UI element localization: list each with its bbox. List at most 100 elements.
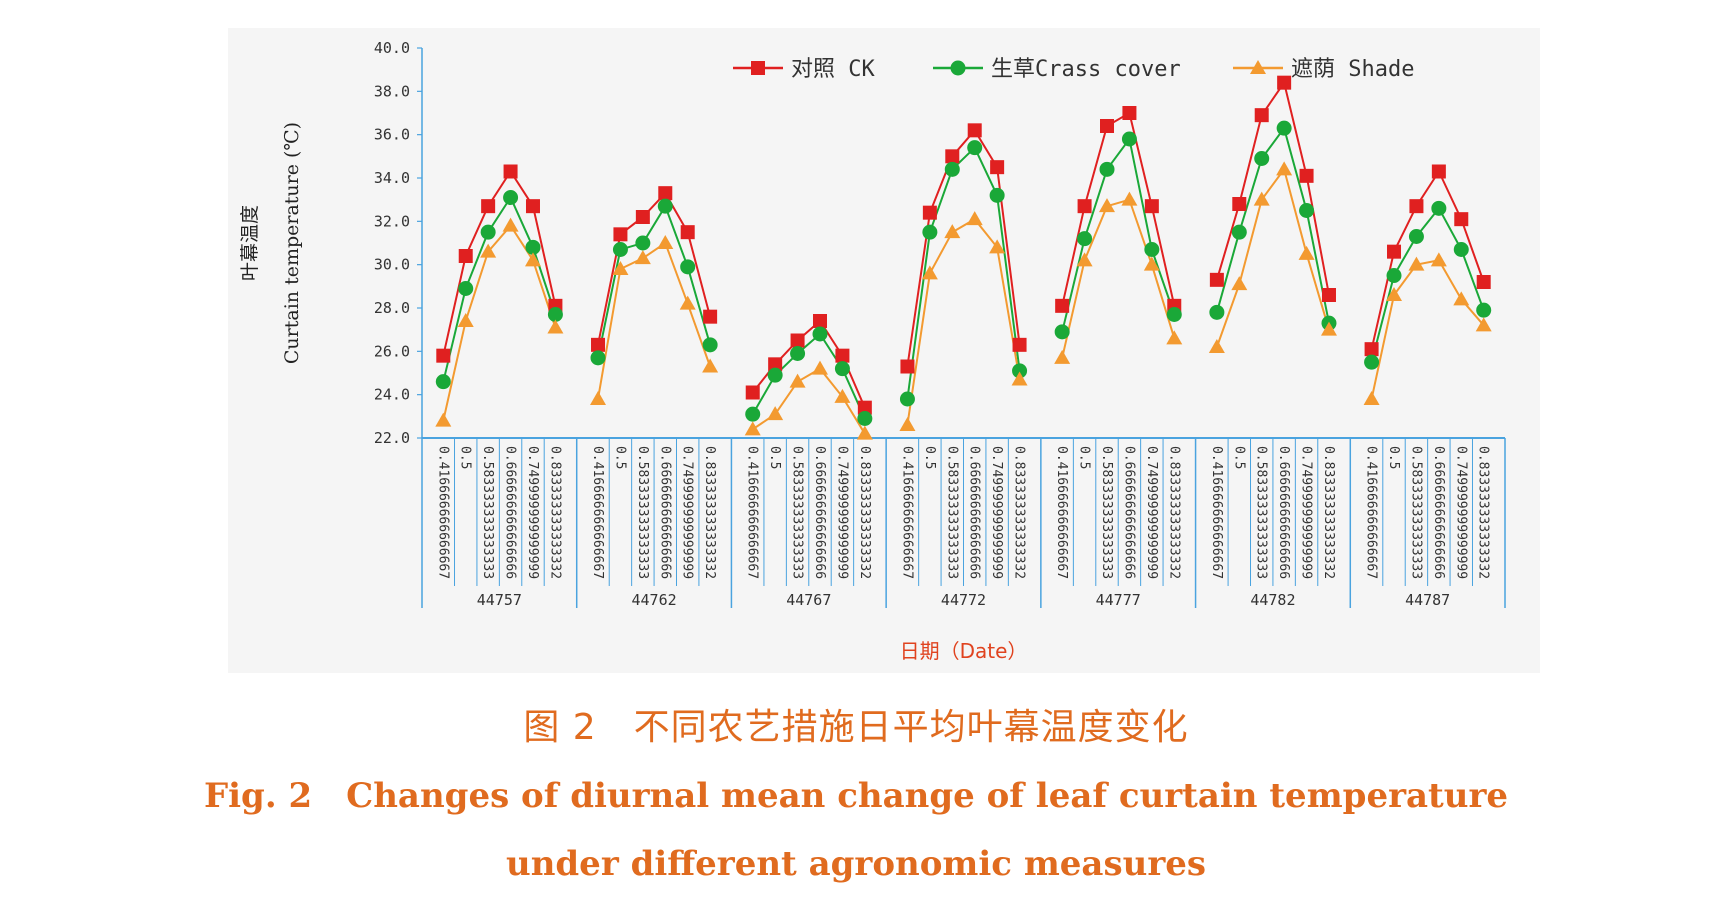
x-tick-label: 0.833333333333332 [1321,446,1336,579]
data-point-shade [634,250,651,265]
legend-label: 对照 CK [791,57,875,82]
data-point-grass [857,411,873,426]
data-point-grass [967,140,983,156]
data-point-shade [590,391,607,405]
data-point-grass [812,326,828,342]
data-point-ck [658,186,673,201]
x-tick-label: 0.833333333333332 [702,446,717,579]
y-axis-title-cn: 叶幕温度 [239,205,261,281]
x-tick-label: 0.833333333333332 [1476,446,1491,579]
data-point-shade [1298,245,1315,260]
data-point-grass [1166,307,1182,322]
data-point-ck [922,205,937,220]
data-point-ck [1431,164,1446,179]
data-point-grass [745,406,761,422]
legend-marker-square [751,61,765,75]
x-tick-label: 0.833333333333332 [1012,446,1027,579]
x-tick-label: 0.583333333333333 [1408,446,1423,579]
x-tick-label: 0.583333333333333 [1099,446,1114,579]
x-tick-label: 0.749999999999999 [680,446,695,579]
y-tick-label: 24.0 [374,386,410,404]
data-point-grass [1209,304,1225,320]
data-point-grass [1121,131,1137,147]
data-point-shade [702,358,719,373]
series-line-1 [1061,136,1176,333]
x-group-label: 44767 [786,591,831,609]
data-point-ck [1144,199,1159,214]
x-tick-label: 0.833333333333332 [857,446,872,579]
x-tick-label: 0.666666666666666 [657,446,672,579]
data-point-grass [435,374,451,390]
data-point-shade [1143,256,1160,271]
series-line-0 [1370,169,1485,350]
series-line-0 [1215,80,1330,296]
data-point-shade [834,388,851,403]
data-point-grass [989,187,1005,203]
chart-panel: 22.0 24.0 26.0 28.0 30.0 32.0 34.0 36.0 38.0 40.0… [228,28,1540,673]
data-point-shade [1253,191,1270,206]
data-point-ck [900,359,915,374]
data-point-ck [591,337,606,352]
data-point-grass [612,242,628,257]
chart-svg: 22.0 24.0 26.0 28.0 30.0 32.0 34.0 36.0 38.0 40.0… [239,39,1506,663]
x-tick-label: 0.583333333333333 [480,446,495,579]
data-point-ck [1321,288,1336,302]
data-point-ck [1012,337,1027,352]
series-line-2 [1061,198,1176,359]
data-point-shade [1386,287,1403,301]
y-tick-label: 30.0 [374,256,410,274]
data-point-grass [525,239,541,255]
data-point-shade [944,224,961,239]
series-line-0 [1061,111,1176,307]
data-point-ck [1454,212,1469,227]
x-tick-label: 0.583333333333333 [944,446,959,579]
data-point-grass [1231,224,1247,240]
data-point-grass [790,346,806,361]
data-point-ck [1277,75,1292,90]
series-line-2 [906,217,1021,426]
data-point-grass [657,198,673,214]
data-point-shade [921,265,938,280]
data-point-ck [967,123,982,138]
x-tick-label: 0.416666666666667 [1364,446,1379,579]
data-point-grass [1276,120,1292,136]
x-tick-label: 0.749999999999999 [525,446,540,579]
data-point-ck [1077,199,1092,214]
data-point-shade [480,243,497,258]
series-line-2 [1370,259,1485,400]
data-point-shade [1208,339,1225,353]
data-point-grass [1299,203,1315,218]
x-tick-label: 0.749999999999999 [1299,446,1314,579]
data-point-grass [1408,229,1424,244]
legend-label: 遮荫 Shade [1291,57,1414,82]
data-point-ck [990,160,1005,175]
x-tick-label: 0.416666666666667 [590,446,605,579]
data-point-ck [680,225,695,240]
data-point-shade [767,406,784,421]
data-point-shade [457,313,474,327]
x-tick-label: 0.5 [1231,446,1246,469]
data-point-ck [525,199,540,214]
data-point-shade [502,217,519,232]
data-point-shade [1231,276,1248,291]
data-point-grass [899,391,915,407]
y-tick-label: 38.0 [374,82,410,100]
data-point-ck [1100,119,1115,133]
data-point-grass [458,281,474,296]
y-axis-title-en: Curtain temperature (℃) [281,122,303,364]
x-tick-label: 0.749999999999999 [1453,446,1468,579]
y-tick-label: 34.0 [374,169,410,187]
series-line-1 [442,195,557,382]
x-tick-label: 0.5 [1386,446,1401,469]
data-point-shade [744,421,761,436]
data-point-shade [1166,330,1183,345]
data-point-ck [1364,342,1379,357]
x-tick-label: 0.416666666666667 [1054,446,1069,579]
data-point-shade [789,373,806,388]
data-point-grass [1386,268,1402,283]
x-group-label: 44782 [1250,591,1295,609]
y-tick-label: 36.0 [374,126,410,144]
data-point-shade [547,319,564,334]
x-tick-label: 0.833333333333332 [547,446,562,579]
x-tick-label: 0.5 [922,446,937,469]
